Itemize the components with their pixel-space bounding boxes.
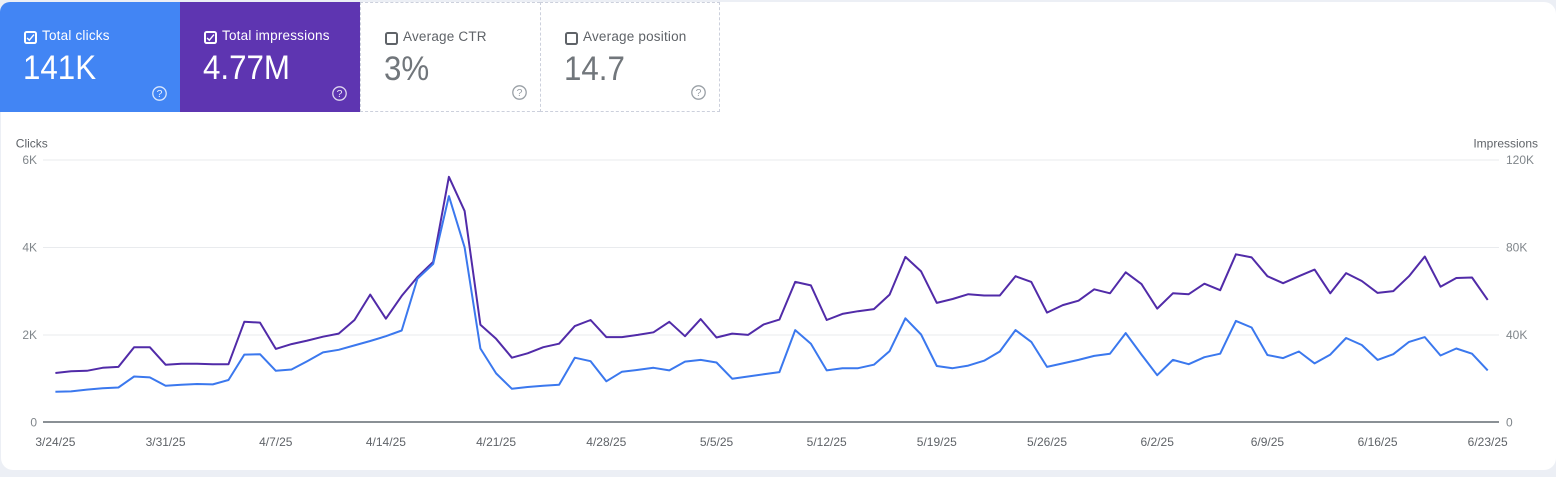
svg-text:5/19/25: 5/19/25 — [917, 435, 957, 449]
svg-text:4/28/25: 4/28/25 — [586, 435, 626, 449]
svg-text:6K: 6K — [22, 153, 37, 167]
svg-text:3/24/25: 3/24/25 — [35, 435, 75, 449]
svg-text:?: ? — [517, 87, 523, 99]
svg-text:6/23/25: 6/23/25 — [1468, 435, 1508, 449]
svg-text:?: ? — [157, 88, 163, 100]
svg-text:?: ? — [696, 87, 702, 99]
svg-text:4/14/25: 4/14/25 — [366, 435, 406, 449]
svg-text:Clicks: Clicks — [16, 137, 48, 151]
svg-text:6/9/25: 6/9/25 — [1251, 435, 1285, 449]
svg-text:0: 0 — [30, 416, 37, 430]
svg-text:4/7/25: 4/7/25 — [259, 435, 293, 449]
svg-text:0: 0 — [1506, 416, 1513, 430]
svg-text:4K: 4K — [22, 241, 37, 255]
svg-text:2K: 2K — [22, 328, 37, 342]
svg-text:6/16/25: 6/16/25 — [1358, 435, 1398, 449]
svg-text:?: ? — [337, 88, 343, 100]
svg-text:4/21/25: 4/21/25 — [476, 435, 516, 449]
svg-text:3/31/25: 3/31/25 — [146, 435, 186, 449]
svg-text:6/2/25: 6/2/25 — [1141, 435, 1175, 449]
svg-text:5/12/25: 5/12/25 — [807, 435, 847, 449]
svg-text:40K: 40K — [1506, 328, 1527, 342]
svg-text:Impressions: Impressions — [1473, 137, 1538, 151]
svg-text:80K: 80K — [1506, 241, 1527, 255]
svg-text:5/5/25: 5/5/25 — [700, 435, 734, 449]
svg-text:5/26/25: 5/26/25 — [1027, 435, 1067, 449]
svg-text:120K: 120K — [1506, 153, 1534, 167]
